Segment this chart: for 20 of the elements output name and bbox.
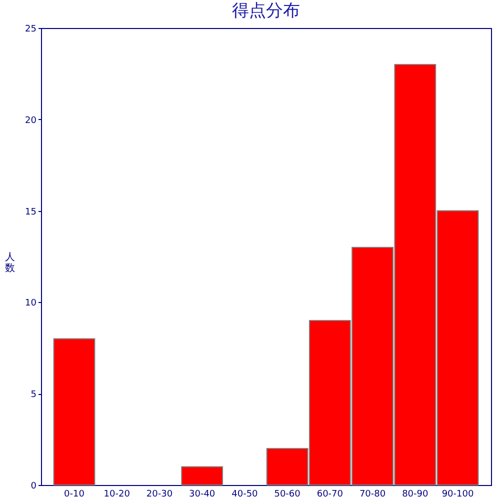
x-tick-label: 80-90 (402, 490, 428, 500)
x-tick-label: 0-10 (64, 490, 85, 500)
y-tick-label: 10 (25, 298, 37, 309)
y-tick-label: 0 (30, 482, 37, 492)
y-tick-label: 20 (25, 116, 37, 126)
bar (181, 466, 224, 486)
x-tick-label: 60-70 (316, 490, 344, 500)
y-tick-label: 25 (25, 24, 36, 34)
x-tick-label: 30-40 (189, 490, 216, 500)
y-axis-title: 人数 (5, 252, 16, 274)
x-tick-label: 70-80 (359, 490, 386, 500)
x-tick-label: 40-50 (232, 490, 258, 500)
x-tick-label: 50-60 (274, 490, 301, 500)
x-tick-label: 10-20 (104, 490, 130, 500)
x-tick-label: 20-30 (146, 490, 173, 500)
y-tick-label: 15 (25, 207, 36, 218)
x-tick-label: 90-100 (442, 490, 474, 500)
bar (53, 338, 96, 486)
chart-title: 得点分布 (232, 1, 300, 21)
y-tick-label: 5 (30, 390, 36, 400)
